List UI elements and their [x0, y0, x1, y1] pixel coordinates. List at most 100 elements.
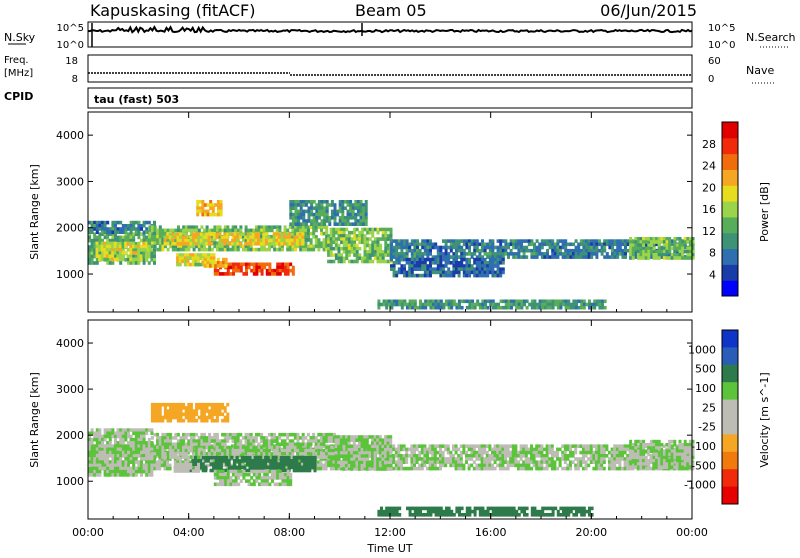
velocity-cell	[187, 443, 190, 447]
power-cell	[208, 239, 211, 243]
power-cell	[676, 243, 679, 247]
power-cell	[343, 257, 346, 261]
velocity-cell	[101, 441, 104, 445]
power-cell	[390, 228, 393, 232]
power-cell	[122, 230, 125, 234]
velocity-cell	[598, 454, 601, 458]
power-cell	[205, 253, 208, 257]
power-cell	[252, 242, 255, 246]
velocity-cell	[114, 444, 117, 448]
velocity-cell	[535, 448, 538, 452]
power-cell	[658, 237, 661, 241]
power-cell	[364, 237, 367, 241]
power-cell	[556, 243, 559, 247]
power-cell	[374, 247, 377, 251]
power-cell	[250, 248, 253, 252]
power-cell	[439, 274, 442, 278]
power-cell	[330, 237, 333, 241]
velocity-cell	[135, 444, 138, 448]
power-cell	[679, 253, 682, 257]
velocity-cell	[154, 452, 157, 456]
power-cell	[261, 272, 264, 276]
velocity-cell	[106, 432, 109, 436]
velocity-cell	[273, 433, 276, 437]
power-cell	[283, 239, 286, 243]
velocity-cell	[613, 448, 616, 452]
power-cell	[179, 239, 182, 243]
velocity-cell	[156, 452, 159, 456]
velocity-cell	[148, 460, 151, 464]
velocity-cell	[462, 451, 465, 455]
velocity-cell	[177, 446, 180, 450]
power-cell	[481, 300, 484, 304]
power-cell	[533, 243, 536, 247]
power-cell	[369, 250, 372, 254]
power-cell	[273, 236, 276, 240]
velocity-cell	[143, 435, 146, 439]
power-cell	[209, 203, 212, 207]
power-cell	[294, 248, 297, 252]
power-cell	[562, 246, 565, 250]
power-colorbar-segment	[722, 249, 738, 265]
velocity-cell	[148, 441, 151, 445]
power-cell	[296, 239, 299, 243]
power-cell	[109, 230, 112, 234]
power-cell	[419, 306, 422, 310]
power-cell	[295, 200, 298, 204]
power-cell	[338, 260, 341, 264]
power-cell	[601, 306, 604, 310]
velocity-cell	[135, 470, 138, 474]
velocity-cell	[507, 451, 510, 455]
power-cell	[205, 236, 208, 240]
power-cell	[463, 243, 466, 247]
velocity-cell	[271, 436, 274, 440]
velocity-cell	[119, 467, 122, 471]
power-cell	[130, 261, 133, 265]
velocity-cell	[106, 441, 109, 445]
power-cell	[552, 303, 555, 307]
power-cell	[353, 247, 356, 251]
power-cell	[153, 258, 156, 262]
power-cell	[201, 210, 204, 214]
power-cell	[235, 266, 238, 270]
velocity-cell	[553, 467, 556, 471]
power-cell	[598, 239, 601, 243]
power-cell	[465, 243, 468, 247]
velocity-cell	[234, 449, 237, 453]
velocity-cell	[421, 451, 424, 455]
power-cell	[437, 264, 440, 268]
power-cell	[377, 237, 380, 241]
velocity-cell	[166, 464, 169, 468]
velocity-cell	[130, 438, 133, 442]
power-cell	[463, 300, 466, 304]
power-cell	[345, 234, 348, 238]
power-cell	[455, 264, 458, 268]
power-cell	[383, 303, 386, 307]
velocity-cell	[564, 457, 567, 461]
power-ylabel: Slant Range [km]	[28, 164, 41, 260]
freq-panel-frame	[88, 55, 692, 82]
power-cell	[338, 253, 341, 257]
power-cell	[588, 306, 591, 310]
power-cell	[507, 300, 510, 304]
velocity-cell	[106, 451, 109, 455]
power-cell	[500, 306, 503, 310]
power-cell	[640, 237, 643, 241]
power-cell	[137, 251, 140, 255]
power-cell	[101, 248, 104, 252]
velocity-cell	[514, 464, 517, 468]
power-cell	[199, 206, 202, 210]
power-cell	[96, 251, 99, 255]
power-cell	[447, 246, 450, 250]
power-cell	[213, 225, 216, 229]
power-cell	[520, 300, 523, 304]
power-cell	[478, 258, 481, 262]
velocity-cell	[613, 464, 616, 468]
power-cell	[577, 243, 580, 247]
power-cell	[416, 258, 419, 262]
power-cell	[150, 252, 153, 256]
velocity-cell	[263, 439, 266, 443]
velocity-cell	[462, 467, 465, 471]
velocity-cell	[132, 460, 135, 464]
power-cell	[283, 232, 286, 236]
